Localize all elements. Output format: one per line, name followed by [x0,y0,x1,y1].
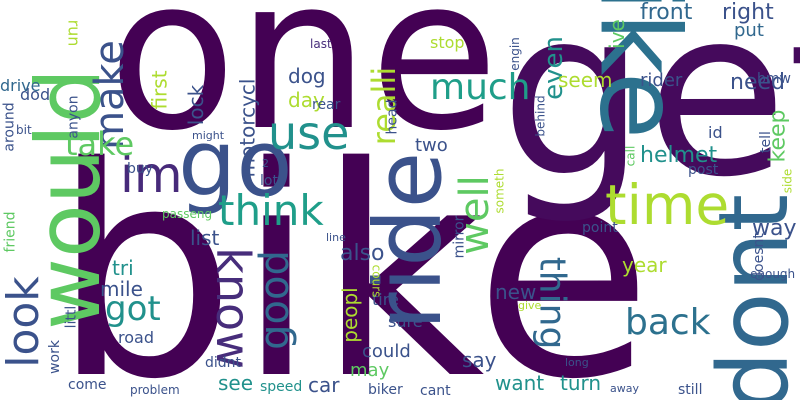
word-go: go [178,110,293,217]
word-also: also [340,241,385,266]
word-new: new [495,280,537,304]
word-got: got [105,289,161,329]
word-think: think [218,186,324,235]
word-say: say [462,348,497,372]
word-peopl: peopl [337,287,362,343]
word-long: long [565,356,589,369]
word-problem: problem [130,383,180,397]
word-im: im [120,146,183,204]
word-bmw: bmw [757,71,791,87]
word-someth: someth [492,168,507,214]
word-seem: seem [558,68,613,92]
word-passeng: passeng [162,207,213,221]
word-mile: mile [100,277,143,301]
word-know: know [205,247,260,369]
word-behind: behind [533,95,548,137]
word-2: 2 [262,157,269,170]
word-tire: tire [372,290,399,309]
word-much: much [430,67,531,108]
word-rear: rear [312,97,341,113]
word-two: two [415,135,448,156]
word-could: could [362,341,411,362]
word-around: around [1,102,18,152]
word-dog: dog [288,64,326,88]
word-point: point [582,220,618,236]
word-still: still [678,382,703,398]
word-way: way [752,216,797,241]
word-rider: rider [640,70,683,91]
word-cours: cours [369,264,384,298]
word-day: day [288,88,325,112]
word-one: one [108,0,499,177]
word-stop: stop [430,33,465,52]
word-drive: drive [0,76,41,95]
word-post: post [688,162,719,178]
word-first: first [147,70,172,110]
word-sure: sure [388,312,423,331]
word-year: year [622,253,667,277]
word-biker: biker [368,382,403,398]
word-run: run [64,19,84,47]
word-get: get [500,0,800,228]
word-anyon: anyon [65,95,82,139]
word-littl: littl [63,305,80,329]
word-mirror: mirror [451,215,468,259]
word-buy: buy [127,161,154,177]
word-road: road [118,328,154,347]
word-call: call [623,145,638,167]
word-id: id [708,123,723,142]
word-list: list [190,226,220,250]
word-want: want [495,371,545,395]
word-might: might [192,129,225,142]
word-cant: cant [420,383,451,399]
word-motorcycl: motorcycl [235,78,260,178]
word-tell: tell [757,131,774,153]
word-ive: ive [604,19,629,49]
word-line: line [326,231,346,244]
word-bike: bike [52,106,653,400]
word-use: use [268,106,350,160]
word-look: look [0,276,49,368]
word-work: work [46,340,63,374]
word-bit: bit [16,123,32,137]
word-dod: dod [20,85,51,104]
word-front: front [640,0,693,25]
word-side: side [780,168,795,194]
word-time: time [605,173,730,237]
word-car: car [308,373,340,397]
word-take: take [65,125,135,163]
word-may: may [350,360,390,381]
word-last: last [310,37,332,51]
word-need: need [730,70,785,95]
word-back: back [625,302,711,343]
word-speed: speed [260,379,303,395]
word-helmet: helmet [640,143,718,168]
word-lock: lock [184,84,209,126]
word-give: give [518,299,542,312]
word-right: right [722,0,774,25]
word-tri: tri [112,256,134,280]
word-lot: lot [260,173,278,189]
word-friend: friend [2,211,19,253]
word-head: head [384,99,401,135]
word-come: come [68,377,107,393]
word-good: good [251,250,298,350]
word-away: away [610,382,639,395]
word-didnt: didnt [205,355,242,371]
word-engin: engin [507,37,522,71]
word-turn: turn [560,371,602,395]
word-enough: enough [750,267,796,281]
word-see: see [218,371,254,395]
word-put: put [734,20,764,41]
